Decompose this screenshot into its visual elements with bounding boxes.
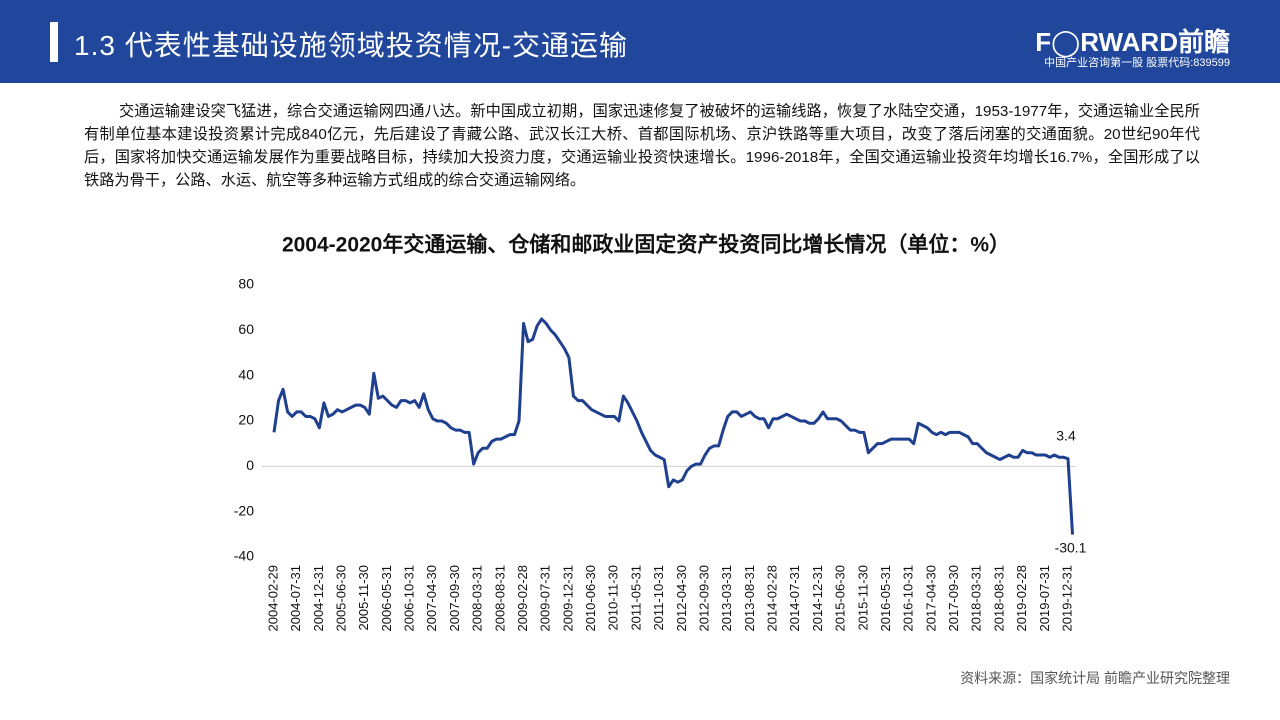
x-tick-label: 2004-12-31 (311, 565, 326, 632)
x-tick-label: 2004-07-31 (288, 565, 303, 632)
x-tick-label: 2019-02-28 (1014, 565, 1029, 632)
y-tick-label: -40 (234, 548, 254, 564)
x-tick-label: 2012-04-30 (674, 565, 689, 632)
chart-title: 2004-2020年交通运输、仓储和邮政业固定资产投资同比增长情况（单位：%） (282, 233, 1010, 257)
x-tick-label: 2017-09-30 (946, 565, 961, 632)
x-tick-label: 2019-07-31 (1037, 565, 1052, 632)
x-tick-label: 2006-05-31 (379, 565, 394, 632)
y-tick-label: 0 (246, 457, 254, 473)
x-tick-label: 2012-09-30 (696, 565, 711, 632)
paragraph: 交通运输建设突飞猛进，综合交通运输网四通八达。新中国成立初期，国家迅速修复了被破… (84, 103, 1200, 189)
x-tick-label: 2014-12-31 (810, 565, 825, 632)
x-tick-label: 2005-11-30 (356, 565, 371, 631)
x-tick-label: 2010-06-30 (583, 565, 598, 632)
x-tick-label: 2006-10-31 (402, 565, 417, 632)
x-tick-label: 2018-08-31 (991, 565, 1006, 632)
header: 1.3 代表性基础设施领域投资情况-交通运输 F◯RWARD前瞻 中国产业咨询第… (0, 0, 1280, 83)
y-tick-label: 60 (238, 321, 254, 337)
x-tick-label: 2007-04-30 (424, 565, 439, 632)
source: 资料来源：国家统计局 前瞻产业研究院整理 (960, 670, 1230, 686)
x-tick-label: 2019-12-31 (1059, 565, 1074, 632)
x-tick-label: 2004-02-29 (265, 565, 280, 632)
y-tick-label: 40 (238, 366, 254, 382)
x-tick-label: 2013-08-31 (742, 565, 757, 632)
x-tick-label: 2013-03-31 (719, 565, 734, 632)
x-tick-label: 2008-03-31 (470, 565, 485, 632)
x-tick-label: 2009-02-28 (515, 565, 530, 632)
logo-subtitle: 中国产业咨询第一股 股票代码:839599 (1044, 57, 1230, 69)
y-tick-label: -20 (234, 502, 254, 518)
series-line (272, 317, 1075, 535)
logo: F◯RWARD前瞻 (1035, 27, 1230, 57)
x-tick-label: 2008-08-31 (492, 565, 507, 632)
x-tick-label: 2011-05-31 (628, 565, 643, 631)
x-tick-label: 2015-11-30 (855, 565, 870, 631)
x-tick-label: 2007-09-30 (447, 565, 462, 632)
x-tick-label: 2009-12-31 (560, 565, 575, 632)
x-tick-label: 2014-07-31 (787, 565, 802, 632)
x-tick-label: 2010-11-30 (606, 565, 621, 631)
x-tick-label: 2018-03-31 (969, 565, 984, 632)
x-tick-label: 2016-10-31 (901, 565, 916, 632)
x-tick-label: 2009-07-31 (538, 565, 553, 632)
x-tick-label: 2015-06-30 (833, 565, 848, 632)
header-title: 1.3 代表性基础设施领域投资情况-交通运输 (74, 30, 629, 61)
x-tick-label: 2016-05-31 (878, 565, 893, 632)
y-tick-label: 20 (238, 412, 254, 428)
x-tick-label: 2005-06-30 (333, 565, 348, 632)
x-tick-label: 2011-10-31 (651, 565, 666, 631)
data-label: -30.1 (1055, 539, 1087, 555)
data-label: 3.4 (1056, 427, 1076, 443)
x-tick-label: 2014-02-28 (765, 565, 780, 632)
header-accent (50, 22, 58, 62)
x-tick-label: 2017-04-30 (923, 565, 938, 632)
y-tick-label: 80 (238, 276, 254, 292)
